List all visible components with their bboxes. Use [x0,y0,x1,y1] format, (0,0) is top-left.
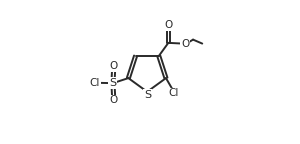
Text: O: O [164,20,172,31]
Text: O: O [181,39,189,49]
Text: O: O [110,95,118,106]
Text: Cl: Cl [90,78,100,88]
Text: S: S [144,90,152,100]
Text: S: S [110,78,116,88]
Text: Cl: Cl [169,88,179,98]
Text: O: O [110,61,118,71]
